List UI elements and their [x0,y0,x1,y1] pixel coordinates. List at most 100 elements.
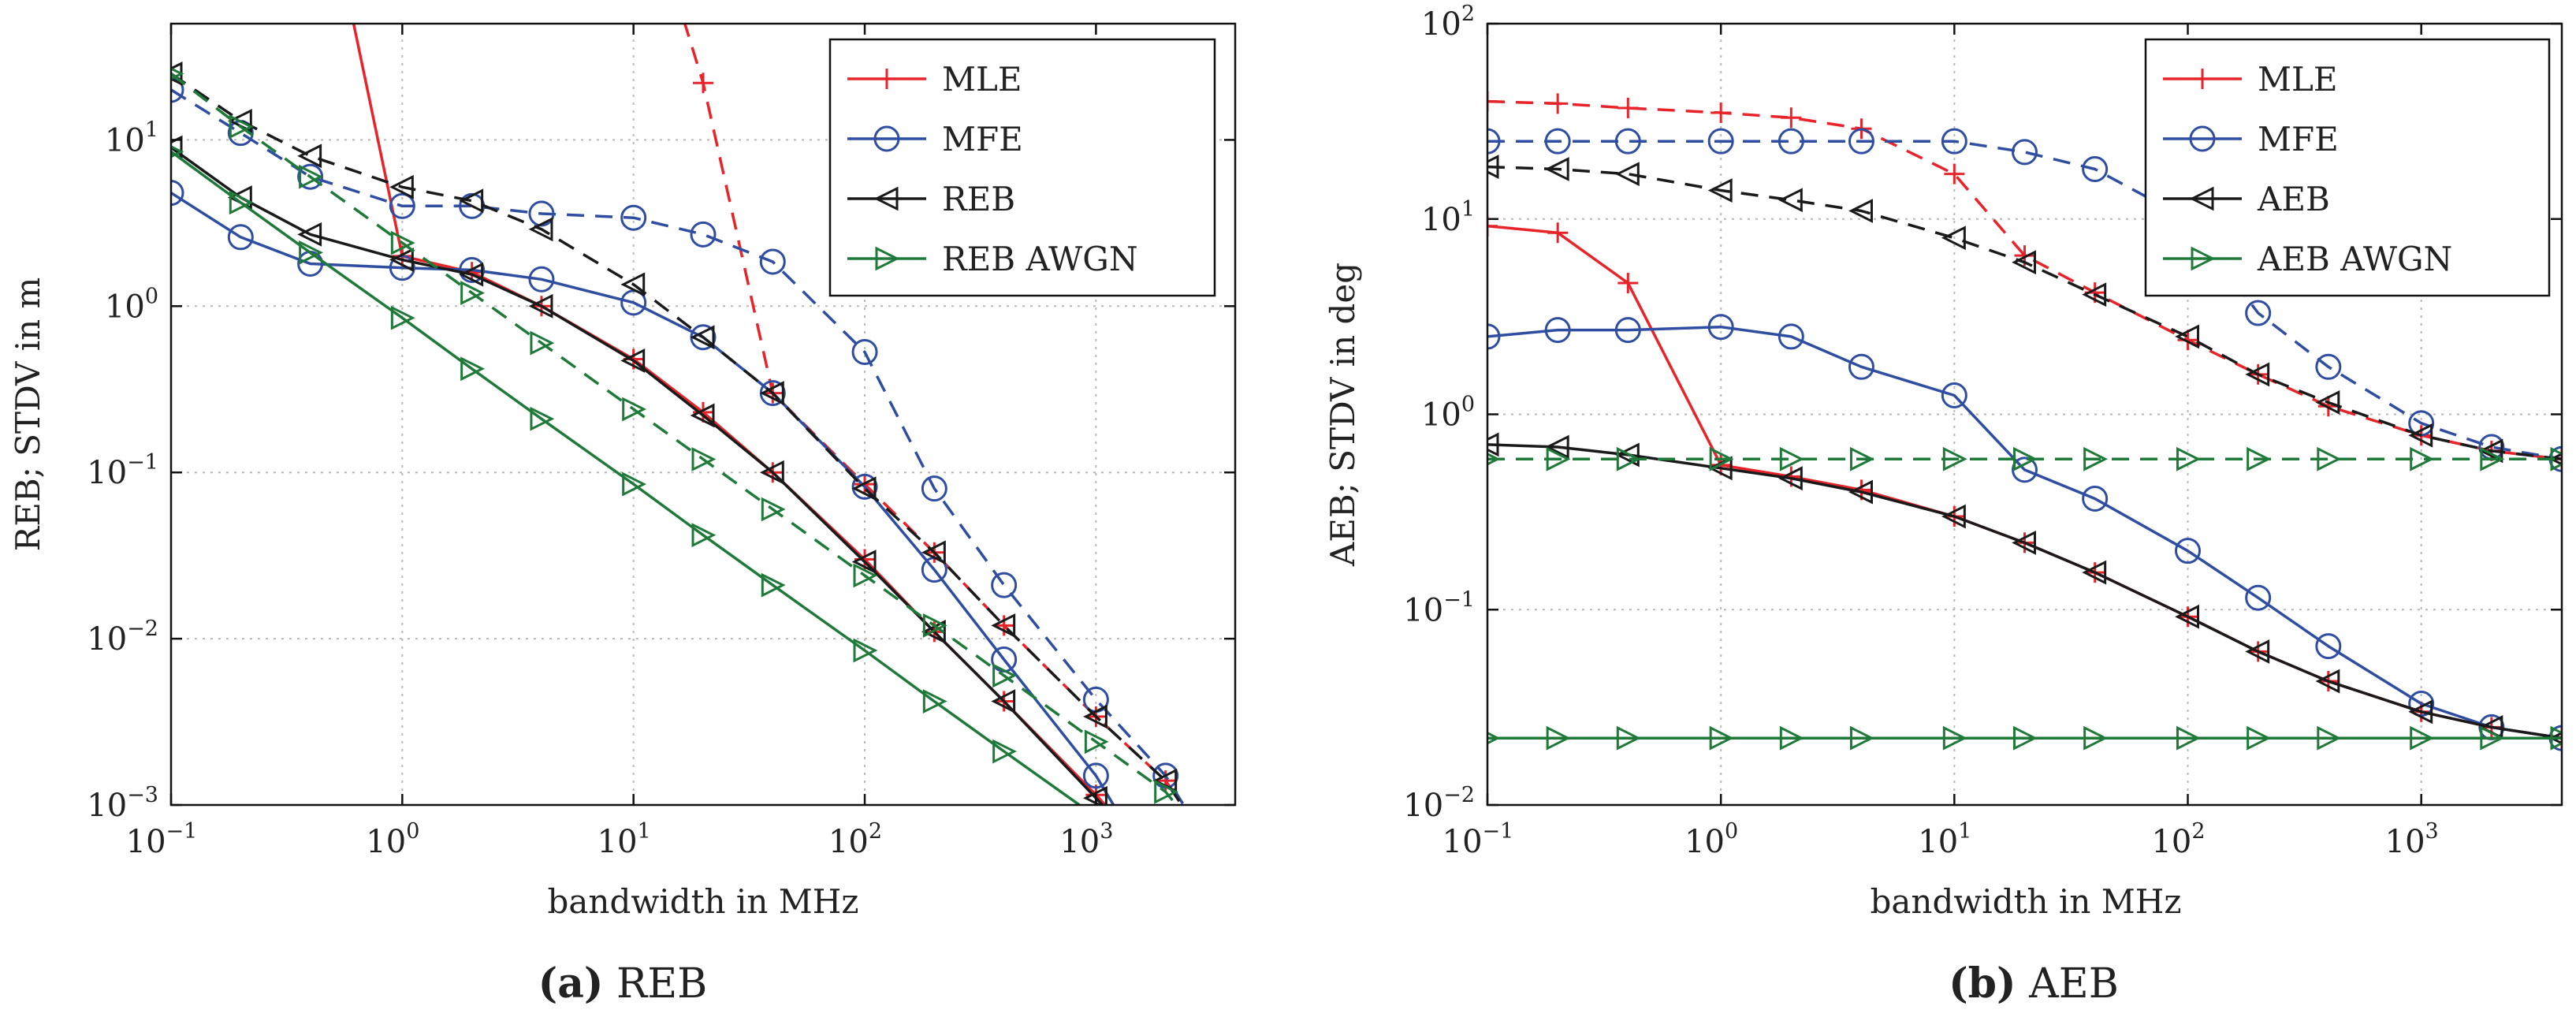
data-point [1711,102,1732,123]
data-point [528,293,553,319]
data-point [691,447,717,471]
series-line-reb-solid [171,146,1105,805]
data-point [2247,446,2272,471]
legend-marker [2191,246,2216,271]
data-point [2012,250,2036,275]
series-line-reb-awgn-dashed [171,73,1178,805]
data-point [1154,880,1178,904]
x-tick-label: 10−1 [1442,819,1514,860]
data-point [1156,861,1176,881]
data-point [459,188,484,214]
data-point [227,224,254,251]
series-line-mle-dashed [1487,99,2562,461]
data-point [171,180,184,207]
data-point [1614,128,1641,155]
data-point [1778,188,1803,213]
x-axis-label: bandwidth in MHz [1870,882,2181,921]
data-point [2408,691,2435,717]
legend: MLE MFE REB REB AWGN [828,38,1216,297]
data-point [2317,725,2342,751]
data-point [390,230,415,255]
series-line-mfe-solid [1487,325,2562,740]
data-point [1944,163,1965,184]
data-point [921,475,947,502]
data-point [1084,729,1109,755]
data-point [1547,93,1569,114]
y-axis-label: AEB; STDV in deg [1323,263,1362,567]
data-point [1778,323,1804,350]
data-point [992,739,1018,764]
data-point [2247,725,2272,751]
series-line-reb-awgn-solid [171,150,1082,805]
x-tick-label: 102 [828,819,882,860]
data-point [761,497,786,522]
data-point [1707,178,1733,203]
series-line-mfe-solid [171,192,1115,805]
y-tick-label: 10−2 [1403,783,1475,824]
x-tick-label: 102 [2151,819,2205,860]
data-point [1942,446,1967,471]
data-point [1849,725,1874,751]
data-point [759,248,786,275]
data-point [530,330,555,356]
data-point [1707,314,1734,341]
series-line-reb-dashed [171,73,1184,805]
y-tick-label: 102 [1421,2,1475,43]
data-point [1709,446,1734,471]
data-point [851,473,878,500]
data-point [693,73,713,94]
data-point [1778,466,1803,491]
legend-box [2144,38,2551,297]
y-tick-label: 10−3 [87,783,158,824]
data-point [2315,390,2340,415]
data-point [2176,446,2201,471]
data-point [1709,725,1734,751]
legend-label: MFE [942,120,1023,158]
data-point [2177,330,2198,351]
data-point [1942,725,1967,751]
x-tick-label: 101 [1918,819,1971,860]
data-point [2082,156,2109,183]
data-point [1083,704,1107,729]
data-point [1487,128,1501,155]
legend-marker [873,125,900,152]
data-point [761,572,786,598]
grid [1487,24,2562,805]
data-point [2478,438,2503,464]
data-point [2410,446,2435,471]
data-point [1616,725,1641,751]
data-point [1196,832,1216,852]
data-point [622,471,647,497]
data-point [620,272,646,297]
data-point [1156,861,1176,881]
y-tick-label: 10−1 [1403,587,1475,628]
data-point [2410,725,2435,751]
data-point [297,222,322,247]
data-point [2175,324,2200,349]
data-point [851,476,877,501]
data-point [1614,317,1641,344]
data-point [459,256,486,283]
data-point [299,240,323,265]
data-point [171,76,184,103]
data-point [2408,423,2433,448]
data-point [1941,225,1966,251]
data-point [922,613,947,638]
data-point [1779,725,1804,751]
y-tick-label: 100 [1421,393,1475,434]
y-tick-label: 10−2 [87,617,158,658]
data-point [620,204,647,231]
data-point [528,217,553,242]
data-point [2012,456,2038,483]
data-point [229,114,254,140]
data-point [2245,639,2270,664]
legend-marker [873,186,899,211]
data-point [690,325,715,350]
data-point [922,689,947,714]
data-point [389,255,415,281]
data-point [1194,830,1218,854]
data-point [1778,128,1804,155]
data-point [2082,485,2109,512]
data-point [459,262,484,287]
data-point [620,348,646,373]
